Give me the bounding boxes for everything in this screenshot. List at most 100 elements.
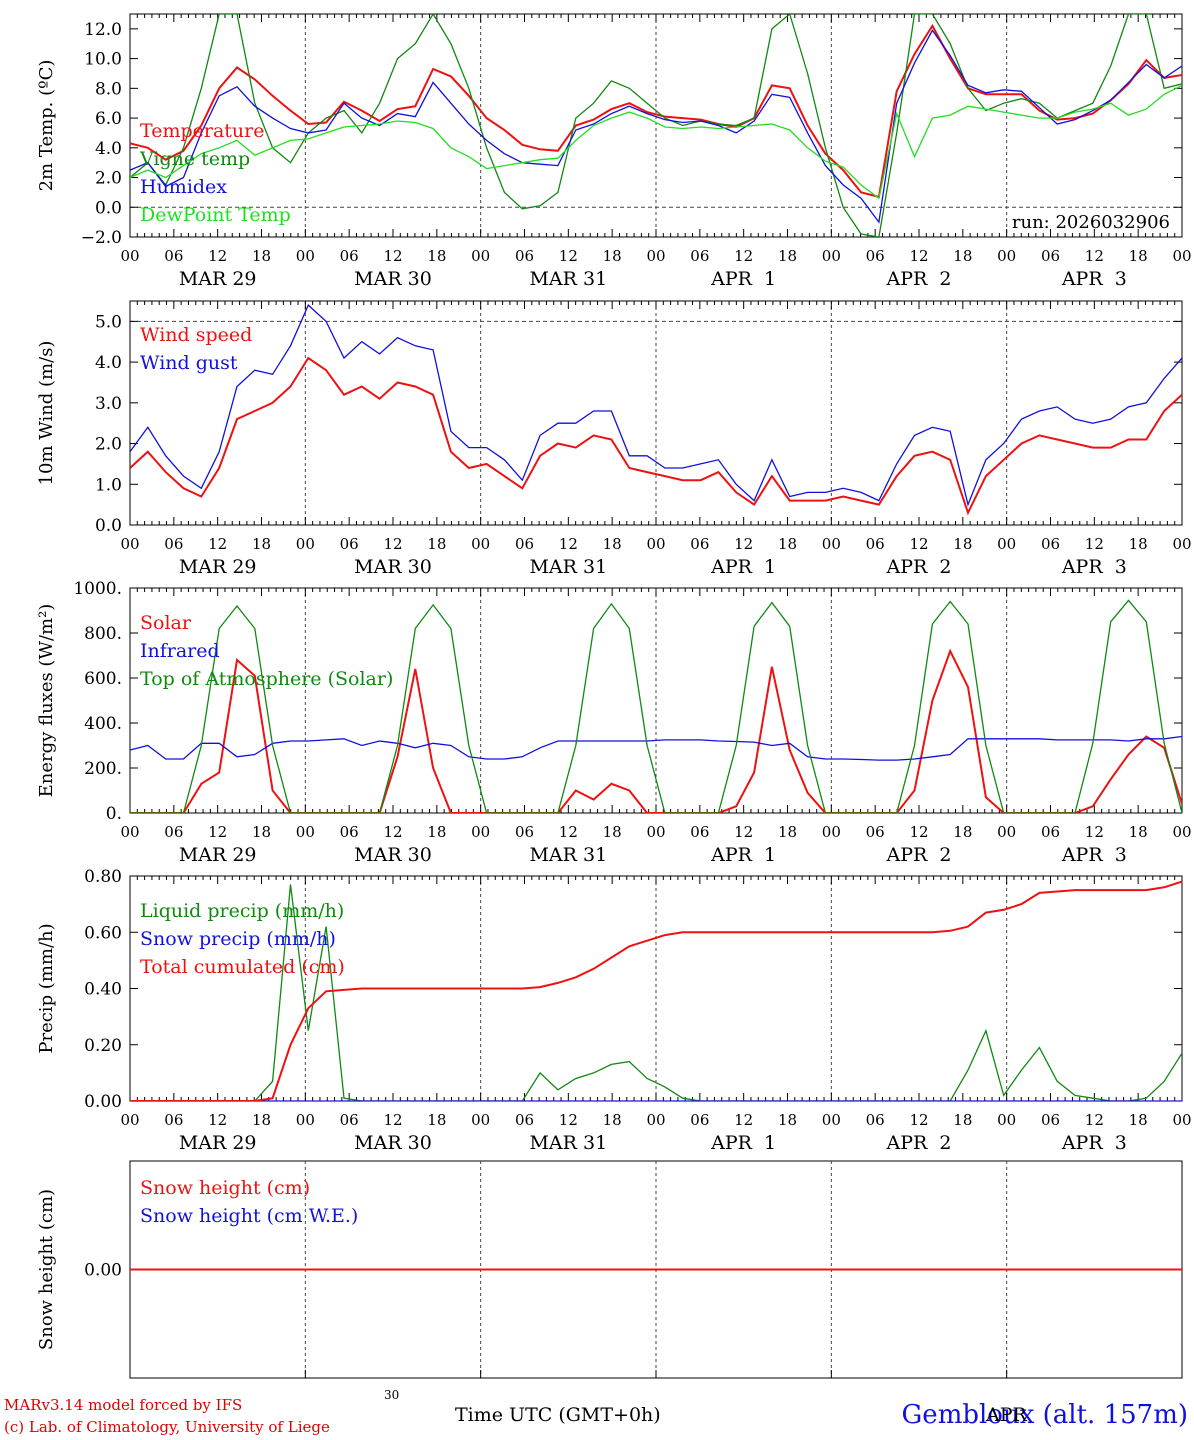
y-tick-label: 0. [106, 804, 122, 824]
legend-entry: DewPoint Temp [140, 204, 291, 226]
panel-energy: 0. 200. 400. 600. 800. 1000. Energy fluxes (W/… [36, 579, 1192, 866]
x-tick-label: 00 [997, 823, 1016, 841]
x-tick-label: 12 [734, 823, 753, 841]
x-tick-label: 12 [1085, 1111, 1104, 1129]
x-tick-label: 12 [208, 1111, 227, 1129]
day-label: APR 2 [886, 1132, 952, 1154]
x-tick-label: 12 [208, 823, 227, 841]
series-line-vigne-temp [130, 14, 1182, 237]
x-tick-label: 12 [559, 535, 578, 553]
x-tick-label: 06 [690, 1111, 709, 1129]
y-tick-label: 12.0 [84, 20, 122, 40]
x-tick-label: 12 [909, 1111, 928, 1129]
x-tick-label: 18 [427, 1111, 446, 1129]
legend-entry: Snow height (cm) [140, 1177, 310, 1199]
x-tick-label: 12 [383, 247, 402, 265]
day-label: MAR 31 [529, 844, 607, 866]
x-tick-label: 00 [646, 823, 665, 841]
x-tick-label: 06 [1041, 823, 1060, 841]
x-tick-label: 06 [1041, 535, 1060, 553]
x-tick-label: 00 [471, 535, 490, 553]
x-tick-label: 12 [383, 1111, 402, 1129]
x-tick-label: 18 [778, 535, 797, 553]
x-tick-label: 12 [1085, 823, 1104, 841]
x-tick-label: 18 [252, 247, 271, 265]
x-tick-label: 12 [734, 247, 753, 265]
day-label: APR 1 [710, 844, 776, 866]
x-tick-label: 12 [383, 535, 402, 553]
x-tick-label: 18 [427, 823, 446, 841]
x-tick-label: 18 [427, 535, 446, 553]
x-tick-label: 06 [1041, 247, 1060, 265]
x-tick-label: 18 [603, 247, 622, 265]
day-label: APR 3 [1061, 268, 1127, 290]
legend-entry: Wind speed [140, 324, 252, 346]
day-label: MAR 31 [529, 556, 607, 578]
x-tick-label: 06 [866, 247, 885, 265]
stray-tick-30: 30 [384, 1388, 400, 1402]
legend-entry: Infrared [140, 640, 220, 662]
y-tick-label: 2.0 [95, 435, 122, 455]
x-tick-label: 06 [515, 535, 534, 553]
site-label: Gembloux (alt. 157m) [901, 1400, 1188, 1430]
x-tick-label: 18 [252, 1111, 271, 1129]
legend-entry: Snow height (cm W.E.) [140, 1205, 358, 1227]
x-tick-label: 18 [603, 823, 622, 841]
x-tick-label: 06 [866, 535, 885, 553]
y-tick-label: 10.0 [84, 50, 122, 70]
x-tick-label: 06 [515, 823, 534, 841]
x-tick-label: 12 [734, 535, 753, 553]
y-tick-label: 4.0 [95, 353, 122, 373]
x-tick-label: 18 [953, 823, 972, 841]
x-tick-label: 18 [1129, 247, 1148, 265]
day-label: MAR 29 [179, 268, 257, 290]
y-tick-label: 4.0 [95, 139, 122, 159]
legend-entry: Liquid precip (mm/h) [140, 900, 344, 922]
series-line-infrared [130, 735, 1182, 761]
legend-entry: Snow precip (mm/h) [140, 928, 336, 950]
x-axis-title: Time UTC (GMT+0h) [455, 1404, 661, 1426]
series-line-wind-speed [130, 356, 1182, 516]
x-tick-label: 00 [1172, 247, 1191, 265]
day-label: MAR 30 [354, 1132, 432, 1154]
day-label: APR 3 [1061, 844, 1127, 866]
legend-entry: Solar [140, 612, 192, 634]
y-tick-label: 800. [84, 624, 122, 644]
x-tick-label: 00 [471, 823, 490, 841]
x-tick-label: 06 [164, 535, 183, 553]
x-tick-label: 00 [120, 1111, 139, 1129]
day-label: MAR 30 [354, 556, 432, 578]
panel-temp: −2.0 0.0 2.0 4.0 6.0 8.0 10.0 12.0 2m Temp. (ºC)… [36, 13, 1192, 290]
day-label: APR 3 [1061, 1132, 1127, 1154]
x-tick-label: 00 [120, 535, 139, 553]
x-tick-label: 06 [1041, 1111, 1060, 1129]
x-tick-label: 00 [822, 823, 841, 841]
x-tick-label: 00 [296, 823, 315, 841]
legend-entry: Wind gust [140, 352, 238, 374]
x-tick-label: 00 [471, 1111, 490, 1129]
y-tick-label: 1000. [73, 579, 122, 599]
x-tick-label: 18 [252, 823, 271, 841]
y-tick-label: 600. [84, 669, 122, 689]
y-axis-label: Precip (mm/h) [36, 923, 57, 1053]
x-tick-label: 06 [690, 247, 709, 265]
x-tick-label: 00 [822, 1111, 841, 1129]
x-tick-label: 18 [427, 247, 446, 265]
x-tick-label: 18 [252, 535, 271, 553]
x-tick-label: 00 [997, 535, 1016, 553]
x-tick-label: 00 [120, 823, 139, 841]
x-tick-label: 00 [296, 1111, 315, 1129]
series-line-liquid-precip-mm-h- [130, 884, 1182, 1101]
x-tick-label: 00 [997, 1111, 1016, 1129]
legend-entry: Total cumulated (cm) [140, 956, 345, 978]
x-tick-label: 00 [296, 247, 315, 265]
day-label: APR 3 [1061, 556, 1127, 578]
y-tick-label: 3.0 [95, 394, 122, 414]
x-tick-label: 06 [515, 247, 534, 265]
x-tick-label: 18 [1129, 1111, 1148, 1129]
legend-entry: Temperature [140, 120, 264, 142]
x-tick-label: 06 [164, 823, 183, 841]
series-line-wind-gust [130, 304, 1182, 507]
x-tick-label: 12 [1085, 535, 1104, 553]
day-label: APR 2 [886, 268, 952, 290]
